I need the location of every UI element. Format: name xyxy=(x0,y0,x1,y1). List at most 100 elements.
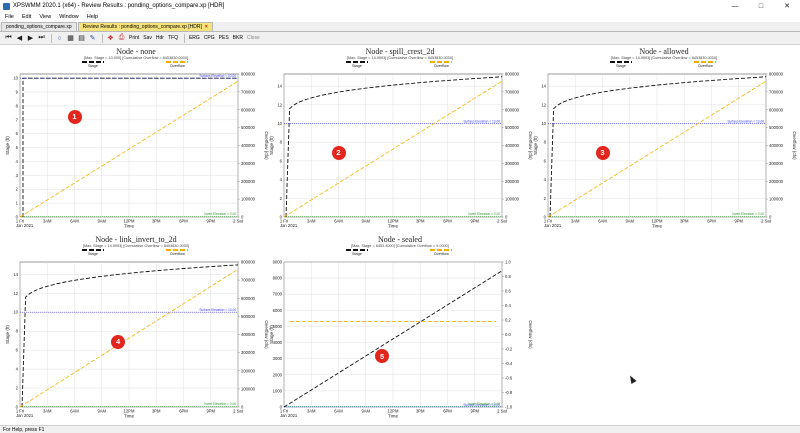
window-title: XPSWMM 2020.1 (x64) - Review Results : p… xyxy=(13,3,225,9)
y-right-tick-label: 200000 xyxy=(505,179,520,184)
toolbar-separator xyxy=(51,33,52,43)
overflow-series-line xyxy=(547,80,767,218)
x-tick-label: 3AM xyxy=(43,409,52,414)
table-icon[interactable]: ▤ xyxy=(78,35,85,42)
surface-elevation-label: Surface Elevation = 10.00 xyxy=(463,120,500,124)
pes-button[interactable]: PES xyxy=(218,35,229,41)
legend-stage: Stage xyxy=(78,61,108,73)
menu-view[interactable]: View xyxy=(39,14,52,20)
legend-stage-swatch xyxy=(345,249,368,251)
legend-stage-swatch xyxy=(81,249,104,251)
y-right-tick-label: 200000 xyxy=(241,179,256,184)
legend-overflow: Overflow xyxy=(690,61,720,73)
y-right-axis-title: Overflow (cfs) xyxy=(264,131,269,160)
chart-title: Node - link_invert_to_2d xyxy=(95,235,177,244)
legend-overflow: Overflow xyxy=(426,249,456,261)
x-tick-label: 12PM xyxy=(124,219,135,224)
y-left-tick-label: 6000 xyxy=(273,308,283,313)
y-left-tick-label: 8 xyxy=(544,140,547,145)
x-tick-label: 2 Sat xyxy=(233,409,244,414)
close-button[interactable]: Close xyxy=(246,35,260,41)
chart-title: Node - allowed xyxy=(639,47,689,56)
x-axis-title: Time xyxy=(652,224,662,229)
x-tick-label: 6PM xyxy=(443,219,452,224)
y-left-tick-label: 2 xyxy=(16,187,19,192)
callout-marker: 3 xyxy=(595,145,610,160)
grid-icon[interactable]: ▦ xyxy=(67,35,74,42)
tab-project[interactable]: ponding_options_compare.xp xyxy=(1,22,77,31)
chart-panel-link-invert-to-2d: Node - link_invert_to_2d [Max. Stage = 14… xyxy=(4,235,269,423)
results-workspace: Node - none [Max. Stage = 10.000] [Cumula… xyxy=(0,45,800,425)
menu-edit[interactable]: Edit xyxy=(21,14,32,20)
y-right-tick-label: 0.4 xyxy=(505,303,511,308)
eraser-icon[interactable]: ✎ xyxy=(89,35,96,42)
legend-stage-label: Stage xyxy=(87,252,98,256)
y-right-tick-label: -0.6 xyxy=(505,376,513,381)
mouse-cursor-icon xyxy=(627,374,637,384)
close-window-button[interactable]: ✕ xyxy=(784,3,790,10)
menu-file[interactable]: File xyxy=(5,14,14,20)
header-button[interactable]: Hdr xyxy=(155,35,164,41)
printer-icon[interactable]: ⎙ xyxy=(118,34,125,41)
y-right-tick-label: 100000 xyxy=(505,197,520,202)
invert-elevation-label: Invert Elevation = 0.00 xyxy=(468,212,500,216)
x-date-label: Jan 2021 xyxy=(280,223,298,228)
pin-icon[interactable]: ❖ xyxy=(107,35,114,42)
x-tick-label: 3AM xyxy=(307,409,316,414)
cpg-button[interactable]: CPG xyxy=(203,35,215,41)
minimize-button[interactable]: — xyxy=(731,2,739,10)
y-left-tick-label: 0 xyxy=(280,215,283,220)
tab-close-icon[interactable]: × xyxy=(204,24,208,30)
legend-overflow: Overflow xyxy=(426,61,456,73)
legend-overflow-label: Overflow xyxy=(169,252,185,256)
last-record-icon[interactable]: ⏭ xyxy=(38,34,45,41)
menu-window[interactable]: Window xyxy=(59,14,79,20)
x-tick-label: 2 Sat xyxy=(497,409,508,414)
surface-elevation-label: Surface Elevation = 10.00 xyxy=(199,308,236,312)
legend-stage-swatch xyxy=(345,61,368,63)
y-right-tick-label: -0.4 xyxy=(505,361,513,366)
save-button[interactable]: Sav xyxy=(143,35,152,41)
tab-review-results[interactable]: Review Results : ponding_options_compare… xyxy=(77,22,213,31)
x-tick-label: 12PM xyxy=(388,409,399,414)
previous-icon[interactable]: ◀ xyxy=(16,35,23,42)
y-left-tick-label: 1000 xyxy=(273,388,283,393)
chart-title: Node - none xyxy=(116,47,156,56)
y-left-tick-label: 7000 xyxy=(273,292,283,297)
x-axis-title: Time xyxy=(124,224,134,229)
overflow-series-line xyxy=(283,80,503,218)
y-left-axis-title: Stage (ft) xyxy=(5,325,10,344)
invert-elevation-label: Invert Elevation = 0.00 xyxy=(732,212,764,216)
maximize-button[interactable]: □ xyxy=(758,2,764,10)
y-left-tick-label: 6 xyxy=(16,131,19,136)
legend-stage-label: Stage xyxy=(351,64,362,68)
y-left-tick-label: 12 xyxy=(541,102,546,107)
y-left-tick-label: 1 xyxy=(16,201,19,206)
y-left-tick-label: 9000 xyxy=(273,260,283,265)
y-right-tick-label: 100000 xyxy=(241,386,256,391)
tfq-button[interactable]: TFQ xyxy=(167,35,178,41)
y-left-axis-title: Stage (ft) xyxy=(269,325,274,344)
legend-overflow-swatch xyxy=(166,61,189,63)
legend-stage-swatch xyxy=(609,61,632,63)
circle-icon[interactable]: ○ xyxy=(57,34,62,42)
y-right-tick-label: -0.8 xyxy=(505,390,513,395)
y-right-tick-label: 0.0 xyxy=(505,332,511,337)
legend-overflow-swatch xyxy=(430,61,453,63)
chart-stats: [Max. Stage = 10.000] [Cumulative Overfl… xyxy=(83,56,189,60)
next-icon[interactable]: ▶ xyxy=(27,35,34,42)
print-button[interactable]: Print xyxy=(129,35,140,41)
bkr-button[interactable]: BKR xyxy=(232,35,243,41)
x-tick-label: 1 Fri xyxy=(544,219,552,224)
menu-help[interactable]: Help xyxy=(86,14,99,20)
x-tick-label: 1 Fri xyxy=(280,219,288,224)
first-record-icon[interactable]: ⏮ xyxy=(5,34,12,41)
y-right-axis-title: Overflow (cfs) xyxy=(264,320,269,349)
y-left-tick-label: 14 xyxy=(13,272,18,277)
y-left-axis-title: Stage (ft) xyxy=(269,136,274,155)
x-tick-label: 9AM xyxy=(361,219,370,224)
x-tick-label: 9PM xyxy=(734,219,743,224)
erg-button[interactable]: ERG xyxy=(188,35,200,41)
stage-series-line xyxy=(21,264,239,408)
y-right-tick-label: 0.2 xyxy=(505,318,511,323)
